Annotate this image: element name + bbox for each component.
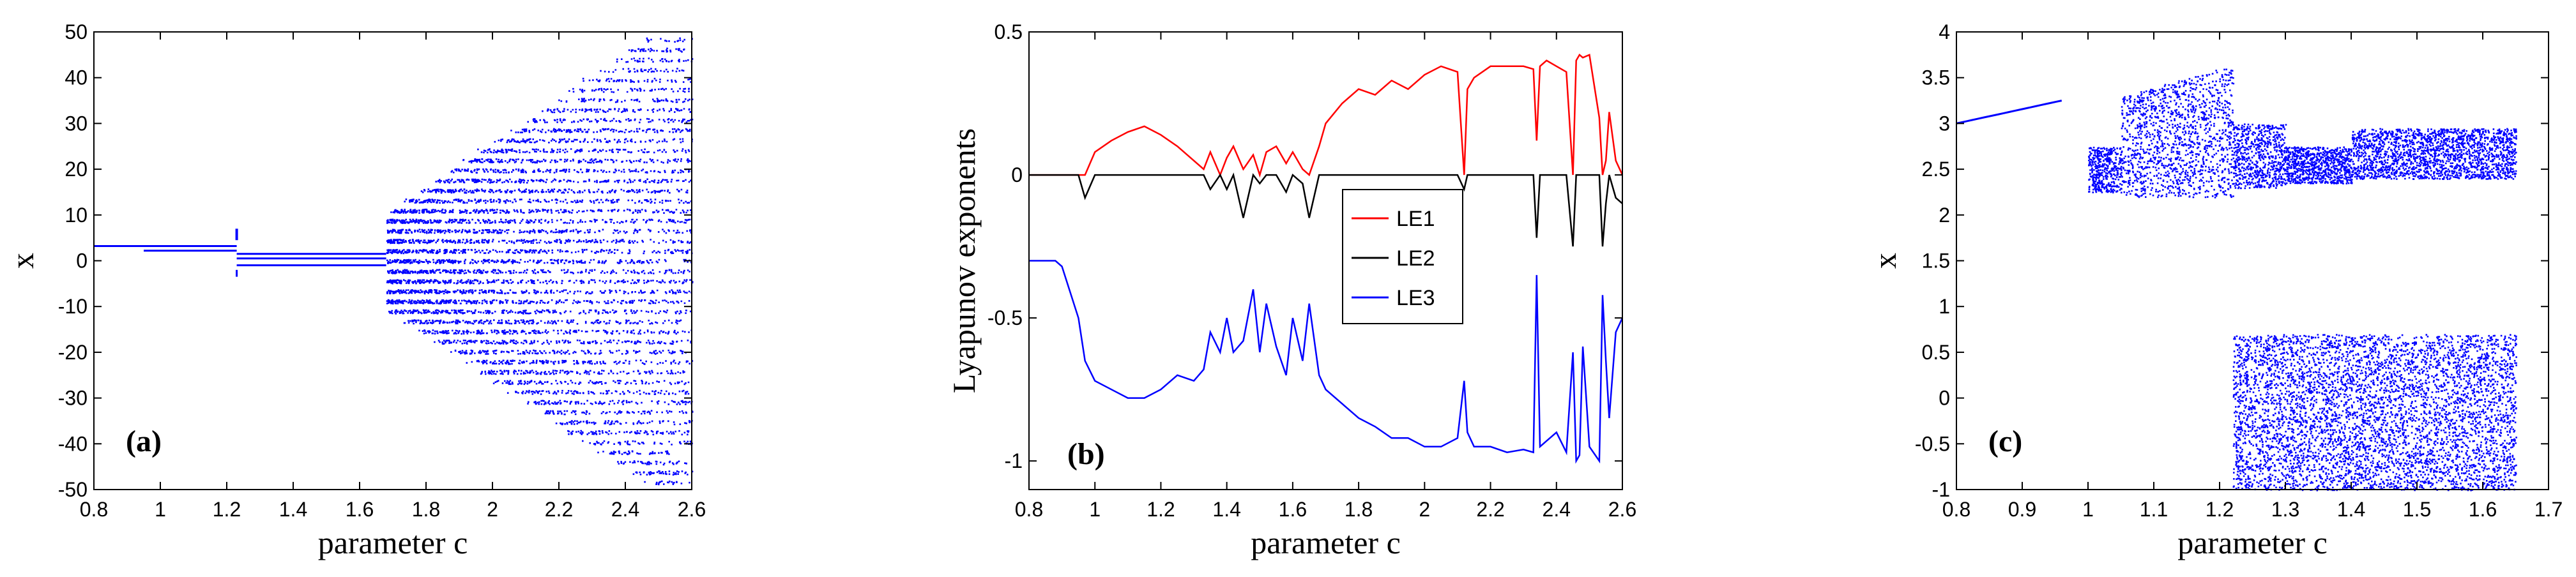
- y-tick-label: -0.5: [987, 306, 1023, 329]
- panel-b-ticks: 0.8 1 1.2 1.4 1.6 1.8 2 2.2 2.4 2.6 0.5 0 -0.5 -1: [987, 20, 1636, 521]
- y-tick-label: -1: [1005, 449, 1023, 472]
- x-tick-label: 1: [1089, 498, 1101, 521]
- panel-a-label: (a): [126, 424, 162, 458]
- y-tick-label: -1: [1932, 478, 1950, 501]
- panel-a-ticks: 0.8 1 1.2 1.4 1.6 1.8 2 2.2 2.4 2.6 50 40 30 20 10 0 -10…: [58, 20, 706, 521]
- legend-label: LE3: [1396, 286, 1435, 310]
- x-tick-label: 2.2: [1476, 498, 1504, 521]
- x-tick-label: 2.6: [678, 498, 706, 521]
- x-tick-label: 1.3: [2271, 498, 2299, 521]
- y-tick-label: -0.5: [1915, 432, 1950, 455]
- y-tick-label: 2: [1939, 204, 1950, 227]
- y-tick-label: 0: [76, 250, 88, 273]
- legend-box: [1342, 189, 1463, 324]
- panel-c: 0.8 0.9 1 1.1 1.2 1.3 1.4 1.5 1.6 1.7 4 3.5 3 2.5 2 1.5…: [1867, 20, 2563, 560]
- series-line-LE3: [1029, 260, 1624, 464]
- y-tick-label: 1: [1939, 295, 1950, 318]
- panel-b-ylabel: Lyapunov exponents: [946, 128, 982, 393]
- legend-label: LE2: [1396, 246, 1435, 271]
- x-tick-label: 0.8: [80, 498, 108, 521]
- y-tick-label: 4: [1939, 20, 1950, 43]
- x-tick-label: 2.4: [1543, 498, 1571, 521]
- x-tick-label: 1.4: [1212, 498, 1240, 521]
- x-tick-label: 1.4: [279, 498, 307, 521]
- panel-b-xlabel: parameter c: [1251, 525, 1401, 560]
- x-tick-label: 2.6: [1608, 498, 1636, 521]
- y-tick-label: 3.5: [1922, 66, 1950, 89]
- panel-b-axes-frame: [1028, 31, 1623, 490]
- panel-b: 0.8 1 1.2 1.4 1.6 1.8 2 2.2 2.4 2.6 0.5 0 -0.5 -1 par…: [946, 20, 1636, 560]
- x-tick-label: 1.2: [2206, 498, 2234, 521]
- series-line-LE1: [1029, 53, 1624, 178]
- branch-period-1: [1956, 100, 2062, 124]
- lower-attractor-points: [2232, 334, 2517, 491]
- y-tick-label: 1.5: [1922, 250, 1950, 273]
- x-tick-label: 1.4: [2337, 498, 2365, 521]
- chaotic-band-points: [386, 37, 694, 486]
- y-tick-label: 0.5: [995, 20, 1023, 43]
- x-tick-label: 1.6: [1279, 498, 1307, 521]
- upper-attractor-points: [2088, 68, 2517, 199]
- x-tick-label: 1.8: [1345, 498, 1373, 521]
- panel-b-legend: LE1 LE2 LE3: [1342, 189, 1463, 324]
- x-tick-label: 1.6: [2469, 498, 2497, 521]
- panel-a-ylabel: x: [4, 253, 40, 269]
- x-tick-label: 1.1: [2140, 498, 2168, 521]
- panel-b-data: [1029, 53, 1624, 464]
- x-tick-label: 0.8: [1942, 498, 1970, 521]
- x-tick-label: 2: [1419, 498, 1430, 521]
- y-tick-label: 3: [1939, 112, 1950, 135]
- y-tick-label: 20: [65, 158, 88, 181]
- panel-c-ylabel: x: [1867, 253, 1903, 269]
- x-tick-label: 2: [487, 498, 498, 521]
- x-tick-label: 1.7: [2534, 498, 2563, 521]
- x-tick-label: 1.2: [213, 498, 241, 521]
- panel-a-xlabel: parameter c: [318, 525, 468, 560]
- x-tick-label: 0.9: [2008, 498, 2036, 521]
- x-tick-label: 2.4: [611, 498, 639, 521]
- y-tick-label: -40: [58, 432, 88, 455]
- panel-a-data: [94, 37, 694, 486]
- panel-c-xlabel: parameter c: [2177, 525, 2328, 560]
- y-tick-label: 10: [65, 204, 88, 227]
- series-line-LE2: [1029, 172, 1623, 247]
- x-tick-label: 1.6: [346, 498, 374, 521]
- legend-label: LE1: [1396, 207, 1435, 231]
- x-tick-label: 2.2: [545, 498, 573, 521]
- panel-b-label: (b): [1067, 437, 1105, 471]
- x-tick-label: 1: [155, 498, 166, 521]
- y-tick-label: -30: [58, 387, 88, 410]
- x-tick-label: 1.5: [2403, 498, 2431, 521]
- y-tick-label: 0: [1011, 163, 1023, 186]
- y-tick-label: 0: [1939, 387, 1950, 410]
- y-tick-label: 40: [65, 66, 88, 89]
- x-tick-label: 0.8: [1015, 498, 1043, 521]
- y-tick-label: 2.5: [1922, 158, 1950, 181]
- panel-c-data: [1956, 68, 2517, 491]
- panel-c-ticks: 0.8 0.9 1 1.1 1.2 1.3 1.4 1.5 1.6 1.7 4 3.5 3 2.5 2 1.5…: [1915, 20, 2563, 521]
- y-tick-label: 30: [65, 112, 88, 135]
- x-tick-label: 1.2: [1147, 498, 1175, 521]
- y-tick-label: -50: [58, 478, 88, 501]
- panel-c-label: (c): [1988, 424, 2022, 458]
- y-tick-label: -10: [58, 295, 88, 318]
- x-tick-label: 1: [2082, 498, 2094, 521]
- y-tick-label: 0.5: [1922, 341, 1950, 364]
- panel-a: 0.8 1 1.2 1.4 1.6 1.8 2 2.2 2.4 2.6 50 40 30 20 10 0 -10…: [4, 20, 706, 560]
- y-tick-label: 50: [65, 20, 88, 43]
- y-tick-label: -20: [58, 341, 88, 364]
- x-tick-label: 1.8: [412, 498, 440, 521]
